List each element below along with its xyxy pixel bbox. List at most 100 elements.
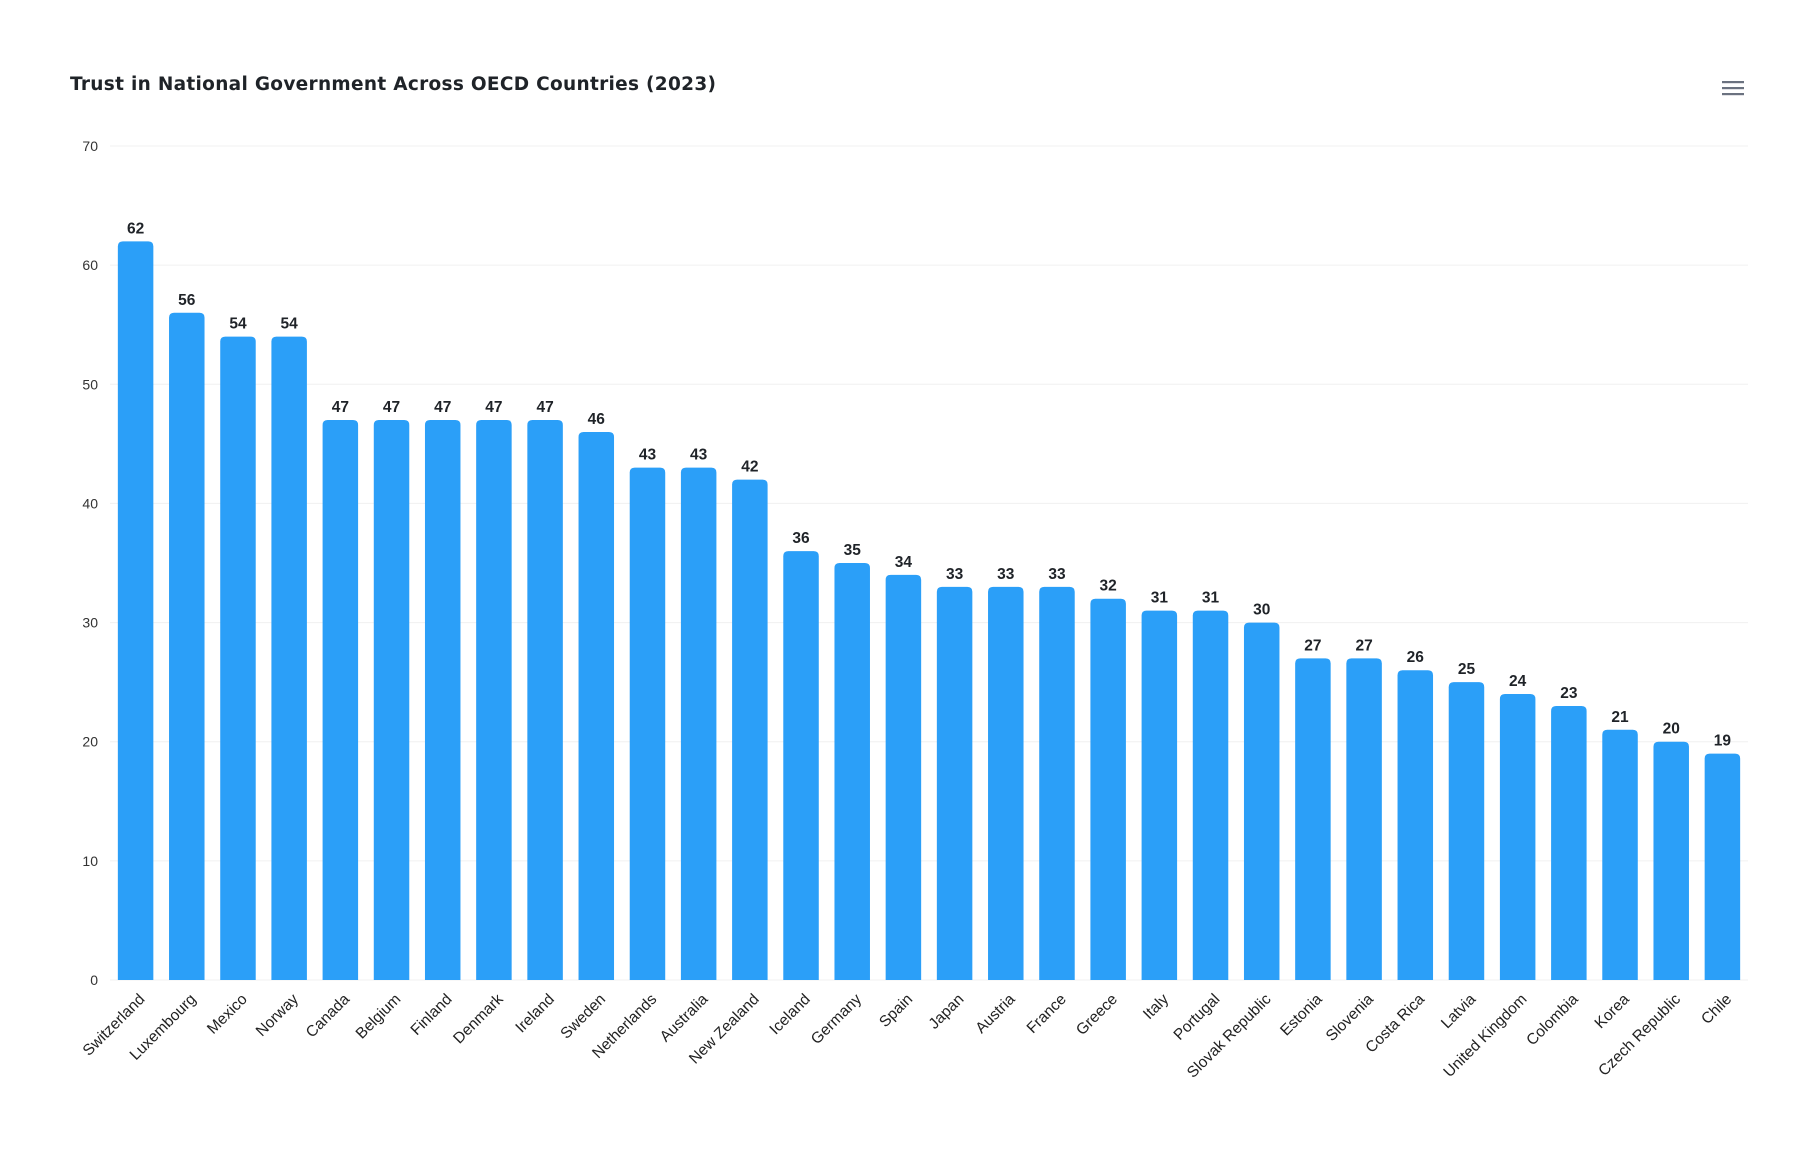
bar[interactable] — [732, 479, 768, 980]
y-tick-label: 20 — [82, 734, 98, 750]
bar[interactable] — [527, 420, 563, 980]
data-label: 20 — [1663, 721, 1680, 738]
bar[interactable] — [220, 336, 256, 981]
bar[interactable] — [936, 586, 973, 980]
bar[interactable] — [834, 563, 870, 980]
data-label: 34 — [895, 554, 913, 571]
bar[interactable] — [629, 467, 666, 981]
bar[interactable] — [1704, 753, 1741, 980]
bar[interactable] — [1090, 598, 1126, 980]
x-tick-label: Estonia — [1277, 991, 1326, 1040]
data-label: 54 — [281, 316, 299, 333]
x-tick-label: Finland — [408, 991, 456, 1039]
x-tick-label: Greece — [1073, 991, 1121, 1039]
data-label: 31 — [1151, 590, 1169, 607]
data-label: 25 — [1458, 661, 1476, 678]
data-label: 47 — [383, 399, 400, 416]
bar[interactable] — [1448, 682, 1485, 980]
data-label: 23 — [1560, 685, 1578, 702]
x-tick-label: Canada — [303, 991, 354, 1042]
y-axis-ticks: 0 10 20 30 40 50 60 70 — [82, 138, 98, 988]
bar[interactable] — [322, 420, 359, 980]
bar[interactable] — [1346, 658, 1382, 980]
bar[interactable] — [1653, 741, 1689, 980]
data-label: 19 — [1714, 733, 1732, 750]
bar[interactable] — [169, 312, 205, 980]
x-tick-label: Japan — [926, 991, 968, 1033]
bar[interactable] — [1551, 705, 1587, 980]
data-label: 47 — [536, 399, 553, 416]
data-label: 33 — [997, 566, 1015, 583]
bar[interactable] — [885, 574, 922, 980]
bar[interactable] — [1192, 610, 1229, 980]
x-tick-label: Portugal — [1171, 991, 1224, 1044]
x-tick-label: Iceland — [766, 991, 813, 1038]
bar[interactable] — [578, 431, 615, 980]
data-label: 36 — [792, 530, 810, 547]
x-tick-label: Sweden — [557, 991, 609, 1043]
x-tick-label: Colombia — [1523, 991, 1582, 1050]
data-label: 27 — [1304, 637, 1321, 654]
data-label: 33 — [946, 566, 964, 583]
bar[interactable] — [476, 420, 512, 980]
x-tick-label: France — [1024, 991, 1070, 1037]
data-label: 43 — [690, 447, 708, 464]
hamburger-menu-icon — [1722, 81, 1744, 96]
data-label: 31 — [1202, 590, 1220, 607]
data-label: 56 — [178, 292, 196, 309]
x-tick-label: Norway — [253, 991, 302, 1040]
bar[interactable] — [271, 336, 307, 981]
y-tick-label: 60 — [82, 257, 98, 273]
data-label: 62 — [127, 220, 144, 237]
y-tick-label: 30 — [82, 615, 98, 631]
x-tick-label: Ireland — [512, 991, 558, 1037]
data-label: 21 — [1611, 709, 1629, 726]
data-label: 24 — [1509, 673, 1527, 690]
bar[interactable] — [424, 420, 461, 980]
x-tick-label: Italy — [1140, 991, 1172, 1023]
data-label: 30 — [1253, 602, 1270, 619]
data-label: 26 — [1407, 649, 1425, 666]
data-label: 46 — [588, 411, 606, 428]
y-tick-label: 40 — [82, 495, 98, 511]
x-tick-label: Austria — [972, 991, 1018, 1037]
x-tick-label: Denmark — [450, 991, 507, 1048]
bar[interactable] — [117, 241, 154, 981]
bar[interactable] — [783, 551, 819, 980]
chart-menu-button[interactable] — [1718, 76, 1748, 100]
bar[interactable] — [988, 586, 1024, 980]
y-tick-label: 70 — [82, 138, 98, 154]
y-tick-label: 0 — [90, 972, 98, 988]
x-tick-label: Mexico — [204, 991, 251, 1038]
bar[interactable] — [373, 420, 410, 980]
bar[interactable] — [1397, 670, 1434, 980]
bars — [117, 241, 1741, 981]
data-label: 54 — [229, 316, 247, 333]
bar[interactable] — [680, 467, 717, 981]
data-labels: 62 56 54 54 47 47 47 47 47 46 43 43 42 36 35 34 33 33 33 32… — [127, 220, 1731, 749]
x-tick-label: Latvia — [1438, 991, 1480, 1033]
bar[interactable] — [1039, 586, 1075, 980]
x-tick-label: Korea — [1592, 991, 1634, 1033]
bar[interactable] — [1499, 694, 1536, 980]
x-tick-label: Chile — [1698, 991, 1735, 1028]
chart-title: Trust in National Government Across OECD… — [70, 74, 717, 95]
x-tick-label: Germany — [808, 991, 865, 1048]
bar[interactable] — [1295, 658, 1331, 980]
data-label: 42 — [741, 459, 758, 476]
y-tick-label: 50 — [82, 376, 98, 392]
data-label: 43 — [639, 447, 657, 464]
bar[interactable] — [1602, 729, 1638, 980]
bar[interactable] — [1141, 610, 1178, 980]
data-label: 27 — [1355, 637, 1372, 654]
bar[interactable] — [1243, 622, 1280, 980]
y-tick-label: 10 — [82, 853, 98, 869]
data-label: 32 — [1100, 578, 1117, 595]
x-tick-label: Spain — [876, 991, 916, 1031]
data-label: 47 — [485, 399, 502, 416]
data-label: 47 — [434, 399, 451, 416]
x-tick-label: Belgium — [353, 991, 405, 1043]
data-label: 35 — [844, 542, 862, 559]
